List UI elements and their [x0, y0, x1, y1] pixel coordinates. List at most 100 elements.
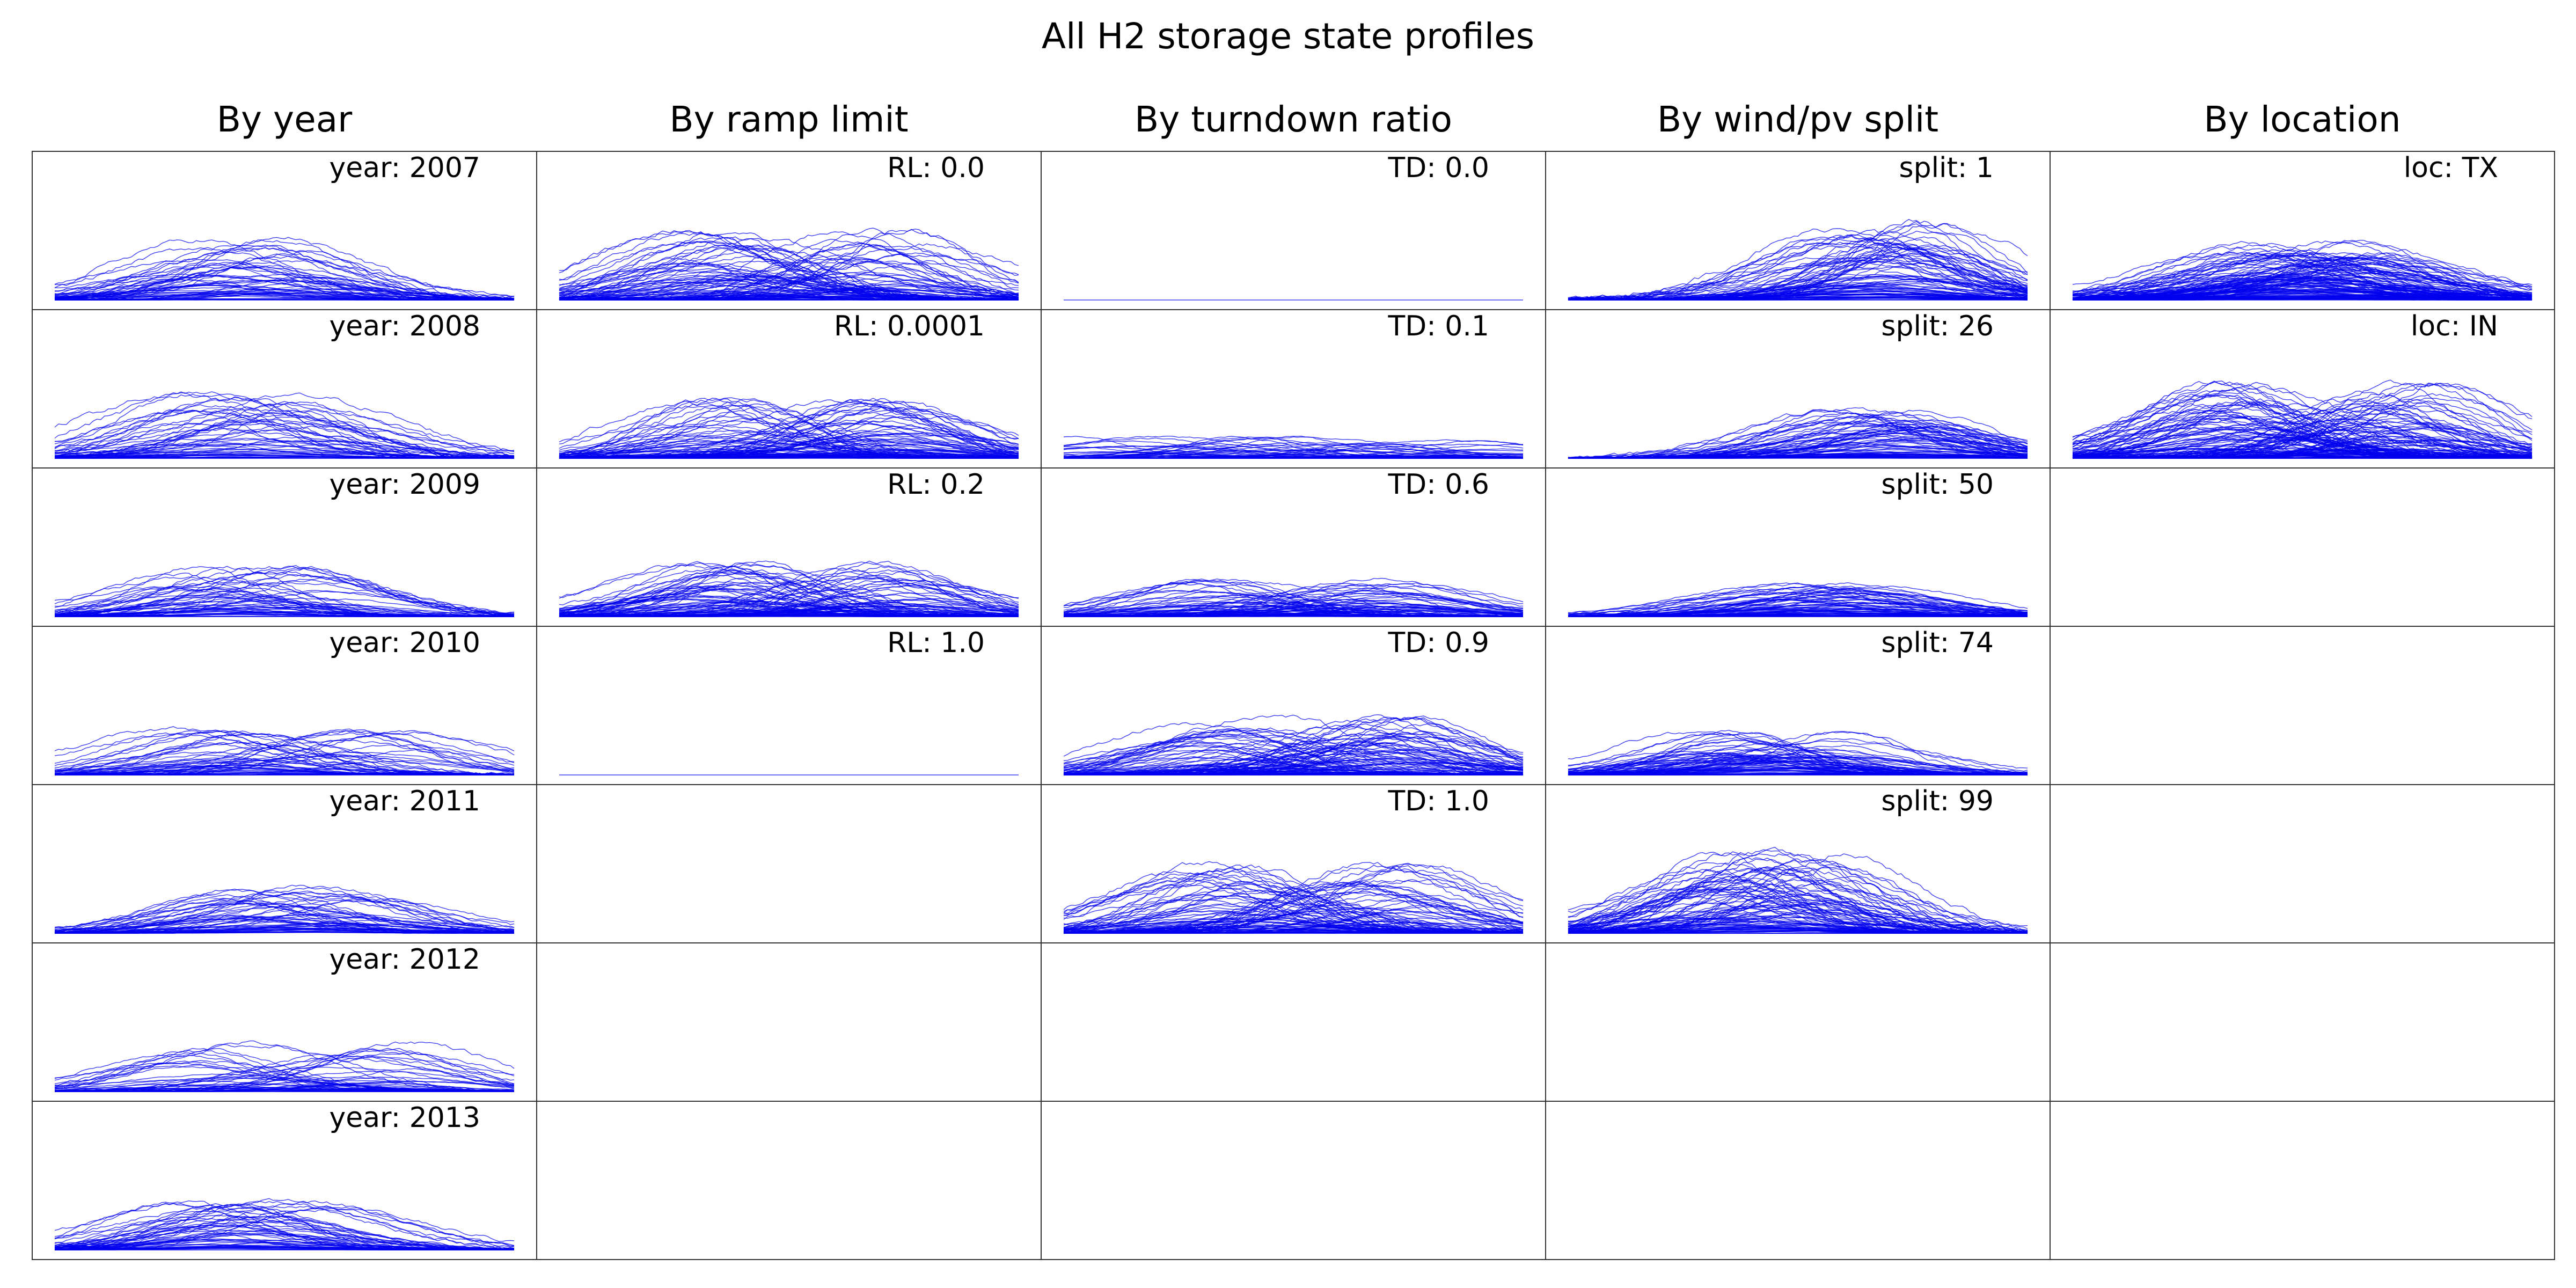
profile-line [2072, 400, 2533, 459]
profile-line [1063, 728, 1524, 775]
profile-line [1568, 604, 2028, 617]
panel-frame [536, 784, 1042, 943]
profile-line [1568, 927, 2028, 934]
profile-line [559, 253, 1019, 301]
profile-line [1568, 762, 2028, 775]
profile-line [54, 587, 515, 617]
profile-line [54, 409, 515, 456]
profile-line [2072, 426, 2533, 459]
profile-line [559, 248, 1019, 298]
profile-line [559, 398, 1019, 459]
profile-line [55, 900, 515, 934]
profile-line [559, 575, 1019, 617]
profile-line [1568, 586, 2028, 617]
profile-line [2072, 262, 2533, 301]
profile-line [1063, 747, 1524, 775]
panel-label: TD: 1.0 [1387, 785, 1489, 817]
profile-line [1568, 583, 2028, 616]
profile-line [54, 905, 514, 933]
profile-line [1063, 714, 1524, 774]
panel-frame [1041, 942, 1546, 1102]
profile-line [1568, 229, 2028, 301]
profile-line [54, 582, 515, 616]
column-heading: By turndown ratio [1135, 99, 1452, 140]
panel-label: TD: 0.6 [1387, 469, 1489, 501]
profile-line [2072, 380, 2533, 459]
panel-label: loc: IN [2411, 310, 2498, 342]
profile-line [559, 242, 1019, 301]
profile-line [1568, 609, 2028, 617]
profile-line [54, 566, 515, 616]
panel-label: RL: 0.0001 [834, 310, 985, 342]
column-heading: By location [2204, 99, 2401, 140]
panel-label: loc: TX [2404, 152, 2498, 184]
profile-line [1064, 614, 1524, 617]
profile-line [1568, 766, 2028, 775]
profile-line [54, 394, 514, 459]
panel-label: year: 2012 [330, 943, 480, 976]
profile-line [559, 603, 1019, 617]
profile-line [1063, 869, 1523, 934]
profile-line [54, 1218, 515, 1250]
profile-line [559, 260, 1019, 301]
profile-line [54, 237, 515, 299]
profile-line [55, 255, 514, 301]
profile-line [559, 244, 1019, 301]
profile-line [1568, 893, 2028, 934]
profile-line [54, 1201, 515, 1249]
profile-line [54, 768, 515, 775]
profile-line [54, 245, 515, 301]
panel-label: RL: 0.2 [887, 469, 985, 501]
profile-line [1063, 727, 1524, 775]
panel-label: RL: 1.0 [887, 627, 985, 659]
profile-line [559, 409, 1019, 459]
profile-line [54, 410, 514, 459]
panel-frame [536, 1101, 1042, 1260]
panel-frame [2050, 1101, 2555, 1260]
profile-line [1568, 453, 2028, 459]
profile-line [1568, 425, 2028, 459]
panel-label: split: 50 [1881, 469, 1994, 501]
profile-line [1064, 931, 1523, 934]
profile-line [55, 1052, 515, 1092]
profile-line [1568, 869, 2028, 934]
panel-label: split: 1 [1899, 152, 1994, 184]
profile-line [1568, 879, 2028, 934]
profile-line [54, 284, 515, 301]
profile-line [2072, 401, 2532, 459]
profile-line [54, 1228, 515, 1250]
profile-line [54, 574, 515, 617]
profile-line [1568, 243, 2028, 301]
profile-line [2072, 388, 2533, 459]
profile-line [54, 571, 515, 616]
panel-frame [1545, 942, 2051, 1102]
profile-line [54, 403, 515, 459]
profile-line [54, 1238, 515, 1250]
profile-line [54, 392, 515, 459]
profile-line [54, 1057, 515, 1092]
profile-line [1568, 293, 2028, 301]
profile-line [54, 1239, 515, 1250]
profile-line [559, 576, 1019, 617]
profile-line [54, 1207, 515, 1250]
profile-line [1568, 588, 2028, 616]
panel-label: year: 2007 [330, 152, 480, 184]
profile-line [54, 1055, 515, 1092]
profile-line [1063, 581, 1523, 617]
profile-line [1063, 890, 1524, 934]
profile-line [2072, 436, 2533, 458]
panel-grid: By year year: 2007 year: 2008 year: 2009 yea… [32, 99, 2555, 1260]
profile-line [54, 1225, 514, 1250]
panel-label: TD: 0.9 [1387, 627, 1489, 659]
profile-line [54, 728, 515, 775]
profile-line [54, 1198, 515, 1250]
panel-label: split: 26 [1881, 310, 1994, 342]
profile-line [1568, 917, 2028, 934]
profile-line [54, 392, 515, 453]
profile-line [1063, 740, 1524, 775]
profile-line [1568, 257, 2028, 301]
profile-line [1568, 849, 2028, 934]
profile-line [1568, 245, 2028, 300]
profile-line [54, 903, 515, 933]
